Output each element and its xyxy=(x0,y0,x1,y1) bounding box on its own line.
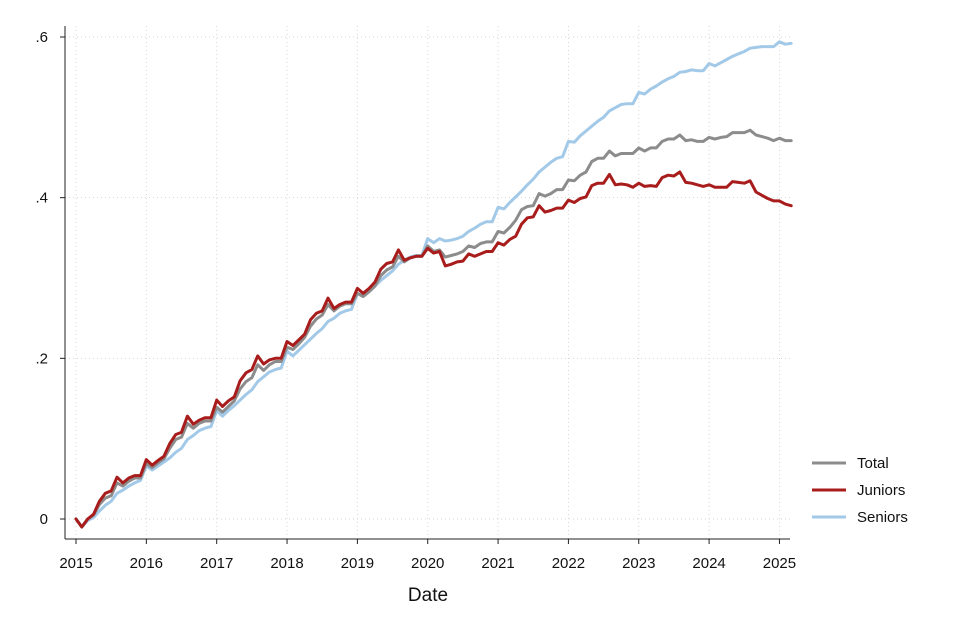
legend-label-juniors: Juniors xyxy=(857,482,905,499)
x-tick-label-1: 2016 xyxy=(130,555,163,572)
x-tick-label-5: 2020 xyxy=(411,555,444,572)
x-tick-label-10: 2025 xyxy=(763,555,796,572)
y-tick-label-3: .6 xyxy=(35,29,48,46)
legend-label-total: Total xyxy=(857,455,889,472)
series-line-total xyxy=(74,128,793,529)
series-lines xyxy=(74,40,793,529)
x-tick-label-3: 2018 xyxy=(270,555,303,572)
y-tick-label-0: 0 xyxy=(40,511,48,528)
y-tick-label-2: .4 xyxy=(35,190,48,207)
x-tick-label-8: 2023 xyxy=(622,555,655,572)
x-axis-ticks: 2015 2016 2017 2018 2019 2020 2021 2022 2023 2024… xyxy=(59,539,796,572)
x-tick-label-9: 2024 xyxy=(692,555,725,572)
x-tick-label-7: 2022 xyxy=(552,555,585,572)
y-axis-ticks: 0 .2 .4 .6 xyxy=(35,29,65,528)
x-tick-label-6: 2021 xyxy=(481,555,514,572)
legend: Total Juniors Seniors xyxy=(812,455,908,526)
x-tick-label-4: 2019 xyxy=(341,555,374,572)
y-tick-label-1: .2 xyxy=(35,350,48,367)
series-line-seniors xyxy=(74,40,793,529)
series-line-juniors xyxy=(74,170,793,529)
x-axis-title: Date xyxy=(408,585,448,606)
grid-lines xyxy=(65,26,790,539)
x-tick-label-0: 2015 xyxy=(59,555,92,572)
x-tick-label-2: 2017 xyxy=(200,555,233,572)
legend-label-seniors: Seniors xyxy=(857,509,908,526)
